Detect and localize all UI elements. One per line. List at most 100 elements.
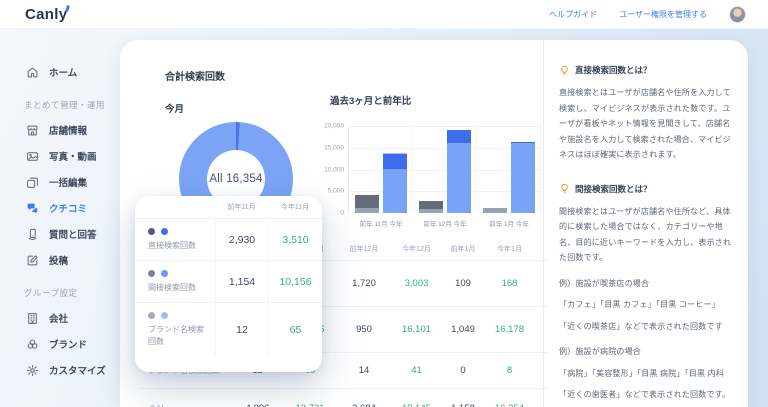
user-avatar[interactable] [729,5,746,23]
sidebar-item-label: 会社 [49,314,69,325]
column-header: 今年12月 [402,246,431,253]
sidebar-item-一括編集[interactable]: 一括編集 [26,169,120,195]
header-actions: ヘルプガイド ユーザー権限を管理する [549,5,746,23]
faq-text-block: 直接検索とはユーザが店舗名や住所を入力して検索し、マイビジネスが表示された数です… [559,85,734,163]
popup-prev-value: 12 [215,303,268,356]
bar-group: 前年 1月 今年 [477,126,541,228]
help-guide-link[interactable]: ヘルプガイド [549,9,598,19]
table-cell: 1,720 [352,278,376,289]
sidebar-item-投稿[interactable]: 投稿 [26,247,120,273]
bar-今年12月[interactable] [447,129,471,213]
table-cell: 13,731 [285,403,335,407]
popup-row-ブランド名検索回数[interactable]: ブランド名検索回数 12 65 [135,302,322,356]
bar-segment [447,129,471,143]
faq-title-text: 直接検索回数とは？ [575,65,652,75]
sidebar-item-ホーム[interactable]: ホーム [26,59,120,85]
bar-前年12月[interactable] [419,201,443,213]
faq-text-line: 「近くの歯医者」などで表示された回数です。 [559,390,731,399]
logo-text: Canly [25,5,68,23]
faq-text-block: 例）施設が喫茶店の場合 「カフェ」「目黒 カフェ」「目黒 コーヒー」 「近くの喫茶店… [559,276,734,335]
main-card: 合計検索回数 今月 過去3ヶ月と前年比 All 16,354 20,000 15,… [120,40,748,407]
sidebar-item-カスタマイズ[interactable]: カスタマイズ [26,357,120,383]
faq-section-title: 間接検索回数とは？ [559,183,734,195]
sidebar-item-クチコミ[interactable]: クチコミ [26,195,120,221]
popup-current-value: 10,156 [268,261,322,302]
popup-column-header: 前年11月 [227,204,256,211]
manage-permissions-link[interactable]: ユーザー権限を管理する [619,9,707,19]
sidebar-section-label: グループ設定 [24,288,78,298]
popup-row-間接検索回数[interactable]: 間接検索回数 1,154 10,156 [135,260,322,302]
lightbulb-icon [559,65,570,76]
column-header: 前年1月 [450,246,476,253]
bar-segment [383,168,407,213]
sidebar-item-写真・動画[interactable]: 写真・動画 [26,143,120,169]
table-cell: 3,003 [404,278,429,289]
sidebar-item-label: 投稿 [49,256,69,267]
sidebar-item-label: 写真・動画 [49,152,97,163]
canly-logo[interactable]: Canly [25,4,70,23]
popup-current-value: 3,510 [268,219,322,260]
legend-dot [161,228,168,235]
legend-dots [148,228,209,235]
popup-row-label-text: 直接検索回数 [148,241,196,250]
faq-text-line: 直接検索とはユーザが店舗名や住所を入力して検索し、マイビジネスが表示された数です… [559,88,731,159]
sidebar-item-ブランド[interactable]: ブランド [26,331,120,357]
y-axis-tick: 20,000 [324,122,344,130]
popup-current-value: 65 [268,303,322,356]
sidebar-item-label: クチコミ [49,204,88,215]
bar-前年1月[interactable] [483,207,507,213]
table-cell: 1,049 [451,324,475,335]
table-cell: 8 [506,365,513,376]
gridline [349,169,540,171]
faq-text-line: 「近くの喫茶店」などで表示された回数です [559,321,723,331]
popup-row-label-text: ブランド名検索回数 [148,325,204,346]
table-cell: 2,684 [335,403,393,407]
bar-group: 前年 11月 今年 [349,126,413,228]
table-cell: 14 [358,365,370,376]
sidebar-item-label: ブランド [49,340,88,351]
app-header: Canly ヘルプガイド ユーザー権限を管理する [0,0,768,29]
sidebar-item-店舗情報[interactable]: 店舗情報 [26,117,120,143]
bar-segment [511,142,535,213]
legend-dot [148,312,155,319]
faq-section-title: 直接検索回数とは？ [559,64,734,76]
lightbulb-icon [559,183,570,194]
bar-今年1月[interactable] [511,141,535,213]
legend-dot [148,228,155,235]
bar-segment [511,141,535,143]
popup-header-row: 前年11月 今年11月 [135,196,322,218]
y-axis-tick: 0 [340,209,344,217]
gridline-vertical [476,126,477,213]
customize-icon [26,364,39,377]
popup-column-header: 今年11月 [280,204,310,211]
bar-chart-title: 過去3ヶ月と前年比 [330,96,412,107]
faq-text-line: 間接検索とはユーザが店舗名や住所など、具体的に検索した場合ではなく、カテゴリーや… [559,206,732,263]
gridline [349,191,540,193]
home-icon [26,66,39,79]
popup-row-label: 間接検索回数 [135,261,215,302]
bar-segment [419,208,443,213]
table-row[interactable]: 合計4,09613,7312,68419,1451,15816,354 [140,388,548,407]
bar-前年11月[interactable] [355,195,379,213]
table-cell: 168 [501,278,518,289]
popup-row-直接検索回数[interactable]: 直接検索回数 2,930 3,510 [135,218,322,260]
table-cell: 16,178 [494,324,525,335]
bar-segment [419,201,443,209]
bar-今年11月[interactable] [383,153,407,213]
sidebar-item-会社[interactable]: 会社 [26,305,120,331]
legend-dots [148,312,209,319]
sidebar-item-質問と回答[interactable]: 質問と回答 [26,221,120,247]
table-cell: 41 [411,365,422,376]
table-cell: 0 [460,365,466,376]
legend-dot [161,312,168,319]
y-axis-tick: 10,000 [324,166,344,173]
column-header: 前年12月 [349,246,379,253]
bar-segment [383,153,407,169]
review-chat-icon [26,202,39,215]
sidebar-item-label: 一括編集 [49,178,88,189]
legend-dot [161,270,168,277]
sidebar-item-label: カスタマイズ [49,366,106,377]
bulk-edit-icon [26,176,39,189]
sidebar-section-label: まとめて管理・運用 [24,100,106,110]
